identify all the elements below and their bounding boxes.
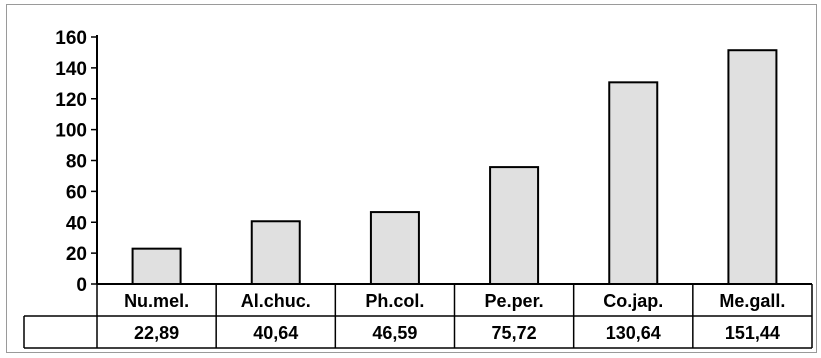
y-tick-label: 160 bbox=[55, 28, 87, 49]
data-table-value: 151,44 bbox=[725, 323, 780, 343]
data-table-value: 130,64 bbox=[606, 323, 661, 343]
y-tick-label: 0 bbox=[76, 275, 87, 296]
data-table-value: 22,89 bbox=[134, 323, 179, 343]
x-category-label: Me.gall. bbox=[719, 291, 785, 311]
bar bbox=[608, 81, 659, 286]
y-tick-label: 140 bbox=[55, 59, 87, 80]
x-category-label: Pe.per. bbox=[485, 291, 544, 311]
y-tick-label: 80 bbox=[66, 152, 87, 173]
data-table-value: 46,59 bbox=[372, 323, 417, 343]
bar bbox=[131, 247, 182, 285]
y-tick-label: 100 bbox=[55, 121, 87, 142]
data-table-value: 40,64 bbox=[253, 323, 298, 343]
y-tick-label: 120 bbox=[55, 90, 87, 111]
y-tick-label: 60 bbox=[66, 182, 87, 203]
x-category-label: Al.chuc. bbox=[241, 291, 311, 311]
x-category-label: Ph.col. bbox=[365, 291, 424, 311]
bar bbox=[727, 49, 778, 286]
bar bbox=[250, 220, 301, 285]
y-tick-label: 20 bbox=[66, 244, 87, 265]
x-category-label: Co.jap. bbox=[603, 291, 663, 311]
bar bbox=[489, 166, 540, 286]
chart-frame bbox=[6, 4, 817, 353]
x-category-label: Nu.mel. bbox=[124, 291, 189, 311]
y-tick-label: 40 bbox=[66, 213, 87, 234]
data-table-value: 75,72 bbox=[492, 323, 537, 343]
bar bbox=[369, 211, 420, 285]
